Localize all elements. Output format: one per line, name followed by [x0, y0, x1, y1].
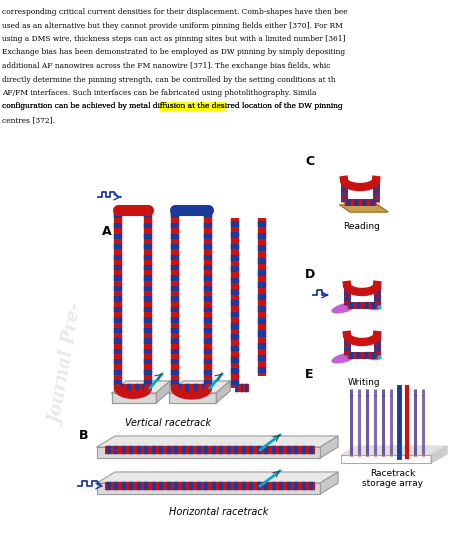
Polygon shape	[112, 381, 170, 393]
Text: centres [372].: centres [372].	[2, 116, 55, 124]
Polygon shape	[97, 472, 338, 483]
Polygon shape	[169, 393, 216, 403]
Polygon shape	[341, 446, 447, 455]
FancyBboxPatch shape	[160, 102, 225, 111]
Polygon shape	[340, 205, 388, 212]
Text: Horizontal racetrack: Horizontal racetrack	[169, 507, 268, 517]
Text: D: D	[305, 268, 315, 281]
Text: C: C	[305, 155, 314, 168]
Ellipse shape	[362, 302, 382, 310]
Text: B: B	[79, 429, 89, 442]
Text: using a DMS wire, thickness steps can act as pinning sites but with a limited nu: using a DMS wire, thickness steps can ac…	[2, 35, 346, 43]
Polygon shape	[112, 393, 156, 403]
Text: Vertical racetrack: Vertical racetrack	[125, 418, 211, 428]
Polygon shape	[97, 436, 338, 447]
Text: additional AF nanowires across the FM nanowire [371]. The exchange bias fields, : additional AF nanowires across the FM na…	[2, 62, 330, 70]
Text: directly determine the pinning strength, can be controlled by the setting condit: directly determine the pinning strength,…	[2, 75, 336, 83]
Text: AF/FM interfaces. Such interfaces can be fabricated using photolithography. Simi: AF/FM interfaces. Such interfaces can be…	[2, 89, 317, 97]
Polygon shape	[320, 436, 338, 458]
Ellipse shape	[331, 302, 356, 313]
Text: Writing: Writing	[348, 378, 380, 387]
Text: used as an alternative but they cannot provide uniform pinning fields either [37: used as an alternative but they cannot p…	[2, 21, 343, 29]
Text: Exchange bias has been demonstrated to be employed as DW pinning by simply depos: Exchange bias has been demonstrated to b…	[2, 49, 345, 57]
Polygon shape	[169, 381, 230, 393]
Text: Journal Pre-: Journal Pre-	[48, 303, 88, 427]
Polygon shape	[97, 483, 320, 494]
Polygon shape	[97, 447, 320, 458]
Text: configuration can be achieved by metal diffusion at the desired location of the : configuration can be achieved by metal d…	[2, 103, 343, 111]
Polygon shape	[320, 472, 338, 494]
Ellipse shape	[362, 352, 382, 360]
Text: configuration can be achieved by metal diffusion at the desired location of the : configuration can be achieved by metal d…	[2, 103, 343, 111]
Text: A: A	[102, 225, 111, 238]
Polygon shape	[431, 446, 447, 463]
Text: corresponding critical current densities for their displacement. Comb-shapes hav: corresponding critical current densities…	[2, 8, 347, 16]
Text: E: E	[305, 368, 313, 381]
Polygon shape	[156, 381, 170, 403]
Text: Reading: Reading	[344, 222, 381, 231]
Ellipse shape	[331, 352, 356, 364]
Polygon shape	[216, 381, 230, 403]
Text: Racetrack
storage array: Racetrack storage array	[363, 469, 423, 489]
